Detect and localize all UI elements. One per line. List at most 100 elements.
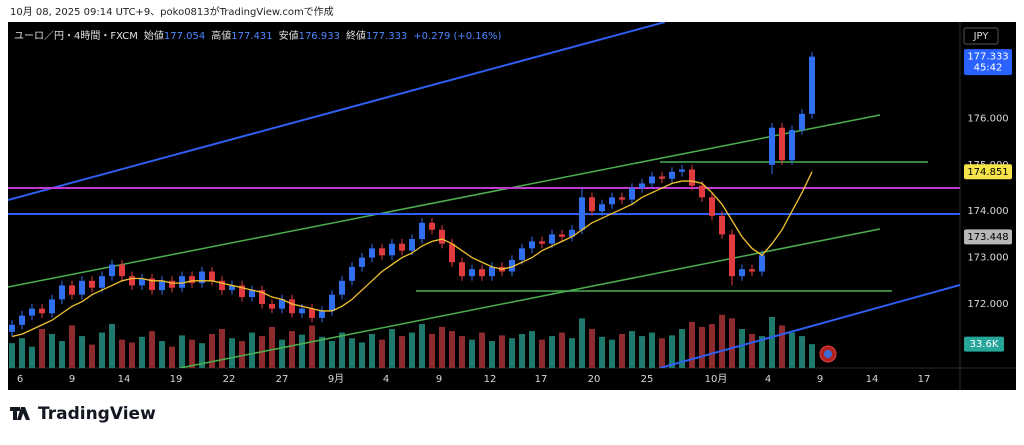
candle-body [309, 308, 315, 318]
volume-bar [109, 324, 115, 368]
volume-bar [329, 341, 335, 368]
price-label-box [964, 49, 1012, 76]
x-tick-label: 20 [588, 374, 601, 385]
volume-bar [749, 333, 755, 368]
candle-body [679, 169, 685, 172]
candle-body [729, 234, 735, 277]
candle-body [639, 183, 645, 189]
candle-body [159, 280, 165, 291]
volume-bar [809, 344, 815, 368]
x-tick-label: 9 [436, 374, 442, 385]
candle-body [419, 222, 425, 240]
volume-bar [579, 318, 585, 368]
candle-body [399, 243, 405, 251]
candle-body [689, 169, 695, 186]
volume-bar [169, 346, 175, 368]
volume-bar [789, 332, 795, 368]
volume-bar [779, 325, 785, 368]
candle-body [809, 56, 815, 114]
candle-body [339, 280, 345, 295]
candle-body [19, 315, 25, 325]
labels: 172.000173.000174.000175.000176.00069141… [17, 49, 1012, 385]
volume-bar [449, 331, 455, 368]
candle-body [299, 308, 305, 314]
trend-line [8, 114, 881, 288]
moving-average [11, 171, 813, 338]
candle-body [789, 130, 795, 161]
volume-bar [289, 331, 295, 368]
volume-bar [49, 333, 55, 368]
volume-bar [489, 341, 495, 368]
volume-bar [549, 336, 555, 368]
candle-body [179, 276, 185, 288]
legend-value: 176.933 [299, 31, 340, 42]
volume-bar [79, 336, 85, 368]
volume-bar [529, 331, 535, 368]
volume-bar [499, 335, 505, 368]
volume-bar [149, 331, 155, 368]
volume-bar [669, 335, 675, 368]
volume-bar [659, 338, 665, 368]
volume-bar [619, 333, 625, 368]
volume-bar [759, 336, 765, 368]
volume-bar [519, 333, 525, 368]
candle-body [349, 266, 355, 281]
candle-body [199, 271, 205, 284]
candle-body [229, 285, 235, 291]
candle-body [119, 264, 125, 277]
volume-bar [129, 342, 135, 368]
volume-bar [409, 332, 415, 368]
candle-body [599, 204, 605, 212]
volume-bar [709, 324, 715, 368]
candle-body [219, 280, 225, 291]
volume-bar [89, 344, 95, 368]
candle-body [109, 264, 115, 277]
volume-bar [649, 332, 655, 368]
candle-body [29, 308, 35, 316]
candle-body [69, 285, 75, 295]
candle-body [259, 290, 265, 304]
candle-body [39, 308, 45, 314]
x-tick-label: 9 [817, 374, 823, 385]
candle-body [359, 257, 365, 267]
volume-bar [229, 338, 235, 368]
volume-bar [739, 329, 745, 368]
volume-bar [459, 336, 465, 368]
ohlc-legend: ユーロ／円・4時間・FXCM 始値177.054 高値177.431 安値176.93… [14, 29, 502, 42]
x-tick-label: 27 [276, 374, 289, 385]
candle-body [669, 171, 675, 179]
candle-body [189, 276, 195, 284]
candle-body [519, 248, 525, 260]
x-tick-label: 12 [484, 374, 497, 385]
trend-line [8, 22, 666, 201]
countdown: 45:42 [974, 63, 1003, 74]
trend-line [179, 228, 881, 368]
volume-bar [209, 333, 215, 368]
candle-body [489, 266, 495, 277]
candle-body [139, 278, 145, 286]
candle-body [89, 280, 95, 288]
legend-value: 177.333 [366, 31, 407, 42]
candle-body [459, 262, 465, 277]
candle-body [9, 324, 15, 332]
candle-body [579, 197, 585, 230]
candles [9, 52, 815, 338]
x-tick-label: 14 [118, 374, 131, 385]
candle-body [409, 239, 415, 251]
volume-bar [339, 332, 345, 368]
volume-bar [239, 341, 245, 368]
legend-label: 始値 [144, 29, 164, 42]
candle-body [209, 271, 215, 281]
event-icon-inner [824, 350, 832, 358]
currency-box[interactable] [963, 27, 999, 45]
price-label: 177.333 [967, 52, 1008, 63]
volume-bar [399, 336, 405, 368]
candle-body [249, 290, 255, 298]
volume-bar [679, 329, 685, 368]
volume-bar [629, 331, 635, 368]
volume-bar [9, 343, 15, 368]
volume-bar [369, 333, 375, 368]
volume-bar [119, 339, 125, 368]
candle-body [549, 234, 555, 244]
currency[interactable]: JPY [973, 31, 990, 42]
